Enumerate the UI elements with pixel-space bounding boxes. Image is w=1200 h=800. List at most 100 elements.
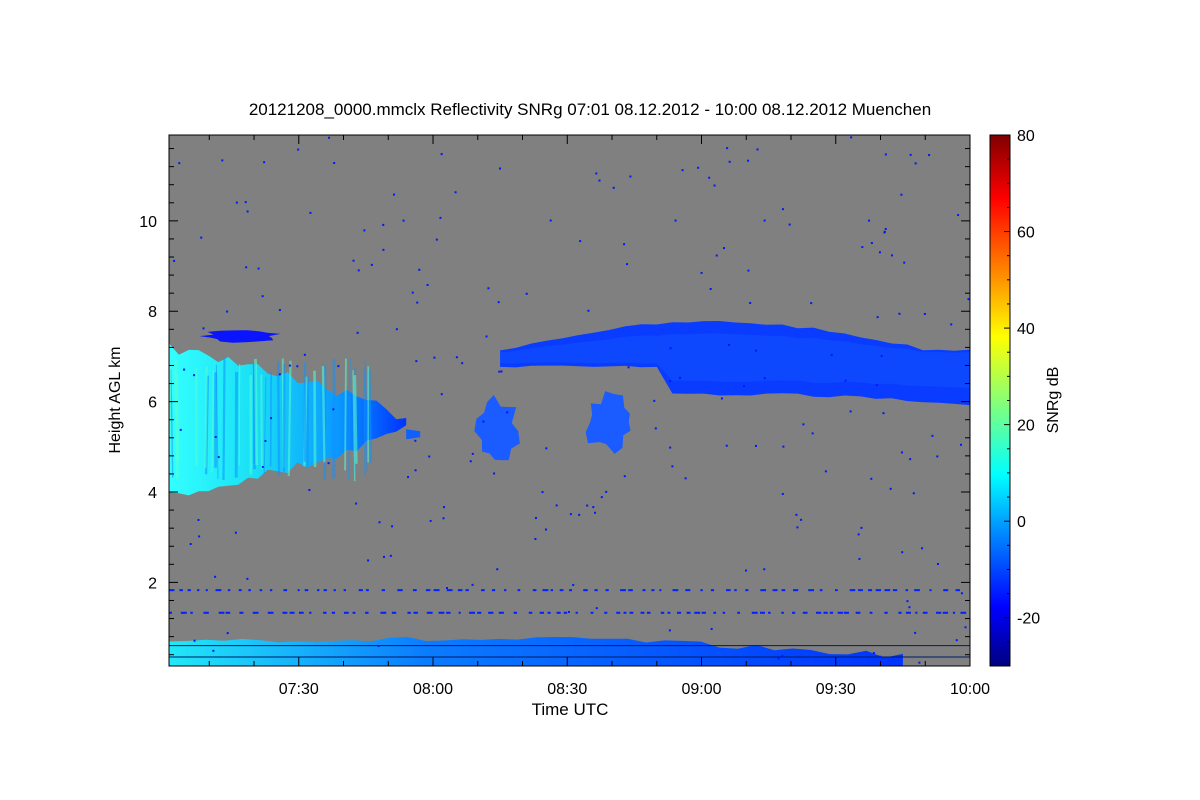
noise-pixel xyxy=(710,589,715,592)
noise-pixel xyxy=(754,349,757,352)
noise-pixel xyxy=(352,611,356,614)
x-axis-ticks: 07:30 08:00 08:30 09:00 09:30 10:00 xyxy=(208,135,990,698)
noise-pixel xyxy=(909,458,912,461)
colorbar-tick-label: 60 xyxy=(1017,225,1035,242)
noise-pixel xyxy=(781,493,784,496)
noise-pixel xyxy=(203,611,209,614)
noise-pixel xyxy=(654,427,657,430)
noise-pixel xyxy=(202,327,205,330)
noise-pixel xyxy=(363,229,366,232)
noise-pixel xyxy=(912,492,915,495)
noise-pixel xyxy=(823,611,828,614)
echo-streak xyxy=(204,366,208,469)
colorbar-tick-label: 20 xyxy=(1017,418,1035,435)
noise-pixel xyxy=(651,589,655,592)
noise-pixel xyxy=(559,589,564,592)
colorbar-tick-label: 40 xyxy=(1017,321,1035,338)
noise-pixel xyxy=(713,611,717,614)
noise-pixel xyxy=(382,223,385,226)
noise-pixel xyxy=(193,639,196,642)
noise-pixel xyxy=(440,153,443,156)
noise-pixel xyxy=(183,368,186,371)
noise-pixel xyxy=(446,611,451,614)
noise-pixel xyxy=(352,259,355,262)
noise-pixel xyxy=(722,611,726,614)
echo-streak xyxy=(263,377,267,474)
noise-pixel xyxy=(454,191,457,194)
noise-pixel xyxy=(595,172,598,175)
noise-pixel xyxy=(333,589,336,592)
noise-pixel xyxy=(768,611,771,614)
noise-pixel xyxy=(439,216,442,219)
noise-pixel xyxy=(879,655,882,658)
noise-pixel xyxy=(169,611,172,614)
noise-pixel xyxy=(169,589,175,592)
noise-pixel xyxy=(819,589,823,592)
noise-pixel xyxy=(796,526,799,529)
noise-pixel xyxy=(212,649,215,652)
noise-pixel xyxy=(267,611,274,614)
noise-pixel xyxy=(921,547,924,550)
noise-pixel xyxy=(870,477,873,480)
noise-pixel xyxy=(187,589,191,592)
noise-pixel xyxy=(594,589,598,592)
noise-pixel xyxy=(734,589,737,592)
noise-pixel xyxy=(578,513,581,516)
noise-pixel xyxy=(269,589,273,592)
noise-pixel xyxy=(745,589,749,592)
noise-pixel xyxy=(289,611,295,614)
noise-pixel xyxy=(389,554,392,557)
noise-pixel xyxy=(623,475,626,478)
echo-streak xyxy=(170,369,174,478)
noise-pixel xyxy=(685,589,691,592)
noise-pixel xyxy=(528,611,533,614)
noise-pixel xyxy=(500,370,503,373)
echo-high-cloud-patch xyxy=(199,330,281,343)
noise-pixel xyxy=(760,589,767,592)
noise-pixel xyxy=(381,589,385,592)
colorbar-tick-label: 80 xyxy=(1017,128,1035,145)
noise-pixel xyxy=(684,477,687,480)
noise-pixel xyxy=(487,287,490,290)
noise-pixel xyxy=(709,288,712,291)
x-tick-label: 09:00 xyxy=(681,681,721,698)
noise-pixel xyxy=(837,611,843,614)
noise-pixel xyxy=(726,147,729,150)
noise-pixel xyxy=(960,592,963,595)
noise-pixel xyxy=(218,611,225,614)
noise-pixel xyxy=(626,263,629,266)
noise-pixel xyxy=(889,487,892,490)
noise-pixel xyxy=(605,589,609,592)
noise-pixel xyxy=(870,242,873,245)
noise-pixel xyxy=(443,506,446,509)
noise-pixel xyxy=(669,347,672,350)
noise-pixel xyxy=(411,291,414,294)
noise-pixel xyxy=(415,360,418,363)
noise-pixel xyxy=(569,589,572,592)
noise-pixel xyxy=(282,611,288,614)
noise-pixel xyxy=(914,162,917,165)
echo-boundary-layer xyxy=(169,637,903,666)
noise-pixel xyxy=(884,153,887,156)
echo-streak xyxy=(321,366,326,463)
noise-pixel xyxy=(413,611,418,614)
noise-pixel xyxy=(708,176,711,179)
noise-pixel xyxy=(883,230,886,233)
echo-streak xyxy=(353,375,358,464)
noise-pixel xyxy=(810,302,813,305)
noise-pixel xyxy=(616,611,621,614)
noise-pixel xyxy=(715,254,718,257)
noise-pixel xyxy=(669,380,672,383)
noise-pixel xyxy=(227,589,231,592)
noise-pixel xyxy=(455,356,458,359)
noise-pixel xyxy=(931,434,934,437)
noise-pixel xyxy=(226,310,229,313)
noise-pixel xyxy=(416,301,419,304)
noise-pixel xyxy=(238,589,242,592)
noise-pixel xyxy=(875,589,882,592)
noise-pixel xyxy=(808,589,815,592)
noise-pixel xyxy=(908,606,911,609)
noise-pixel xyxy=(967,298,970,301)
echo-cloud-fragment xyxy=(585,391,631,454)
noise-pixel xyxy=(592,506,595,509)
